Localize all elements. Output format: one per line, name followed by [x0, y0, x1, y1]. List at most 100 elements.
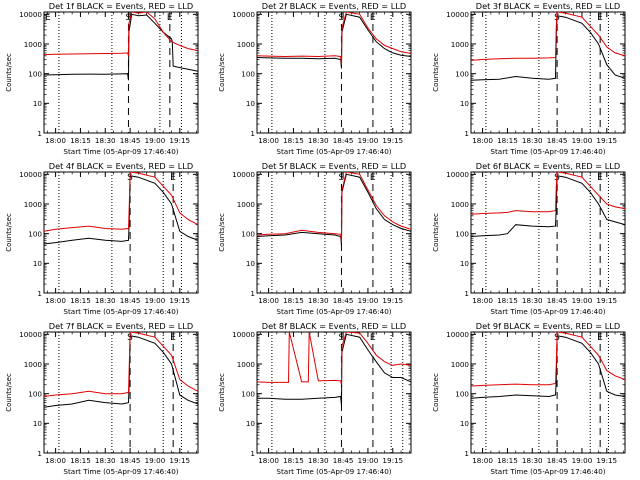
start-marker-label: S — [338, 173, 344, 183]
x-tick-label: 18:15 — [283, 136, 304, 145]
x-tick-label: 19:15 — [169, 296, 190, 305]
y-tick-label: 1 — [250, 129, 255, 138]
y-tick-label: 1000 — [237, 40, 256, 49]
x-tick-label: 19:15 — [169, 456, 190, 465]
x-tick-label: 19:15 — [596, 296, 617, 305]
y-axis-label: Counts/sec — [432, 53, 440, 92]
x-axis-label: Start Time (05-Apr-09 17:46:40) — [63, 147, 178, 156]
y-tick-label: 100 — [28, 389, 42, 398]
chart-title: Det 1f BLACK = Events, RED = LLD — [49, 1, 193, 11]
y-tick-label: 10000 — [446, 330, 469, 339]
x-tick-label: 18:00 — [472, 456, 493, 465]
series-line-lld — [44, 12, 198, 56]
x-tick-label: 18:30 — [522, 296, 543, 305]
chart-title: Det 6f BLACK = Events, RED = LLD — [476, 161, 620, 171]
y-tick-label: 10 — [246, 259, 256, 268]
y-tick-label: 100 — [455, 389, 469, 398]
x-tick-label: 18:30 — [308, 456, 329, 465]
x-axis-label: Start Time (05-Apr-09 17:46:40) — [63, 467, 178, 476]
chart-title: Det 5f BLACK = Events, RED = LLD — [262, 161, 406, 171]
series-line-events — [44, 175, 198, 245]
plot-frame — [470, 331, 626, 454]
detector-chart-1: Det 1f BLACK = Events, RED = LLD Counts/s… — [5, 1, 199, 156]
y-tick-label: 1000 — [237, 200, 256, 209]
x-tick-label: 18:00 — [45, 296, 66, 305]
y-tick-label: 10 — [246, 99, 256, 108]
x-tick-label: 18:00 — [258, 136, 279, 145]
series-line-lld — [471, 332, 625, 387]
x-tick-label: 18:00 — [472, 136, 493, 145]
y-tick-label: 1000 — [237, 360, 256, 369]
y-tick-label: 1000 — [451, 200, 470, 209]
x-axis-label: Start Time (05-Apr-09 17:46:40) — [276, 147, 391, 156]
x-tick-label: 18:45 — [547, 456, 568, 465]
x-tick-label: 18:15 — [283, 456, 304, 465]
series-line-lld — [471, 12, 625, 61]
x-tick-label: 18:15 — [497, 136, 518, 145]
plot-frame — [43, 11, 199, 134]
start-marker-label: S — [338, 13, 344, 23]
y-tick-label: 10 — [33, 99, 43, 108]
x-axis-label: Start Time (05-Apr-09 17:46:40) — [276, 467, 391, 476]
y-tick-label: 1000 — [24, 360, 43, 369]
y-tick-label: 1 — [250, 289, 255, 298]
y-tick-label: 1000 — [451, 360, 470, 369]
y-tick-label: 10000 — [19, 10, 42, 19]
end-marker-label: E — [370, 333, 376, 343]
series-line-events — [471, 15, 625, 81]
series-line-events — [471, 175, 625, 237]
chart-title: Det 9f BLACK = Events, RED = LLD — [476, 321, 620, 331]
detector-chart-3: Det 3f BLACK = Events, RED = LLD Counts/s… — [432, 1, 626, 156]
y-tick-label: 1 — [37, 129, 42, 138]
end-marker-label: E — [167, 13, 173, 23]
y-tick-label: 10000 — [19, 170, 42, 179]
detector-chart-9: Det 9f BLACK = Events, RED = LLD Counts/s… — [432, 321, 626, 476]
y-tick-label: 100 — [455, 69, 469, 78]
chart-title: Det 8f BLACK = Events, RED = LLD — [262, 321, 406, 331]
y-axis-label: Counts/sec — [218, 53, 226, 92]
chart-title: Det 3f BLACK = Events, RED = LLD — [476, 1, 620, 11]
end-marker-label: E — [170, 333, 176, 343]
detector-chart-6: Det 6f BLACK = Events, RED = LLD Counts/s… — [432, 161, 626, 316]
x-axis-label: Start Time (05-Apr-09 17:46:40) — [276, 307, 391, 316]
x-tick-label: 19:00 — [358, 296, 379, 305]
x-tick-label: 19:15 — [169, 136, 190, 145]
x-tick-label: 19:00 — [572, 296, 593, 305]
y-axis-label: Counts/sec — [5, 373, 13, 412]
end-marker-label: E — [597, 173, 603, 183]
y-tick-label: 100 — [28, 229, 42, 238]
y-tick-label: 10 — [246, 419, 256, 428]
y-tick-label: 100 — [241, 69, 255, 78]
end-marker-label: E — [597, 13, 603, 23]
x-tick-label: 18:00 — [258, 456, 279, 465]
x-tick-label: 18:30 — [95, 296, 116, 305]
series-line-events — [44, 13, 198, 81]
y-tick-label: 10 — [33, 259, 43, 268]
series-line-events — [257, 13, 411, 69]
x-tick-label: 18:30 — [522, 456, 543, 465]
x-tick-label: 19:00 — [145, 136, 166, 145]
x-tick-label: 18:30 — [308, 296, 329, 305]
y-tick-label: 1000 — [24, 40, 43, 49]
start-marker-label: S — [125, 13, 131, 23]
x-axis-label: Start Time (05-Apr-09 17:46:40) — [490, 147, 605, 156]
y-tick-label: 1 — [37, 449, 42, 458]
plot-frame — [256, 331, 412, 454]
x-tick-label: 19:00 — [572, 456, 593, 465]
x-tick-label: 19:15 — [596, 456, 617, 465]
plot-frame — [256, 11, 412, 134]
chart-title: Det 2f BLACK = Events, RED = LLD — [262, 1, 406, 11]
x-axis-label: Start Time (05-Apr-09 17:46:40) — [63, 307, 178, 316]
x-tick-label: 18:00 — [45, 456, 66, 465]
x-tick-label: 18:45 — [333, 296, 354, 305]
y-tick-label: 1 — [464, 289, 469, 298]
start-marker-label: S — [338, 333, 344, 343]
y-tick-label: 10000 — [19, 330, 42, 339]
series-line-lld — [257, 332, 411, 385]
x-axis-label: Start Time (05-Apr-09 17:46:40) — [490, 307, 605, 316]
x-tick-label: 19:15 — [382, 456, 403, 465]
y-axis-label: Counts/sec — [218, 213, 226, 252]
x-tick-label: 18:30 — [522, 136, 543, 145]
left-marker-label: E — [45, 13, 51, 23]
series-line-lld — [257, 172, 411, 243]
